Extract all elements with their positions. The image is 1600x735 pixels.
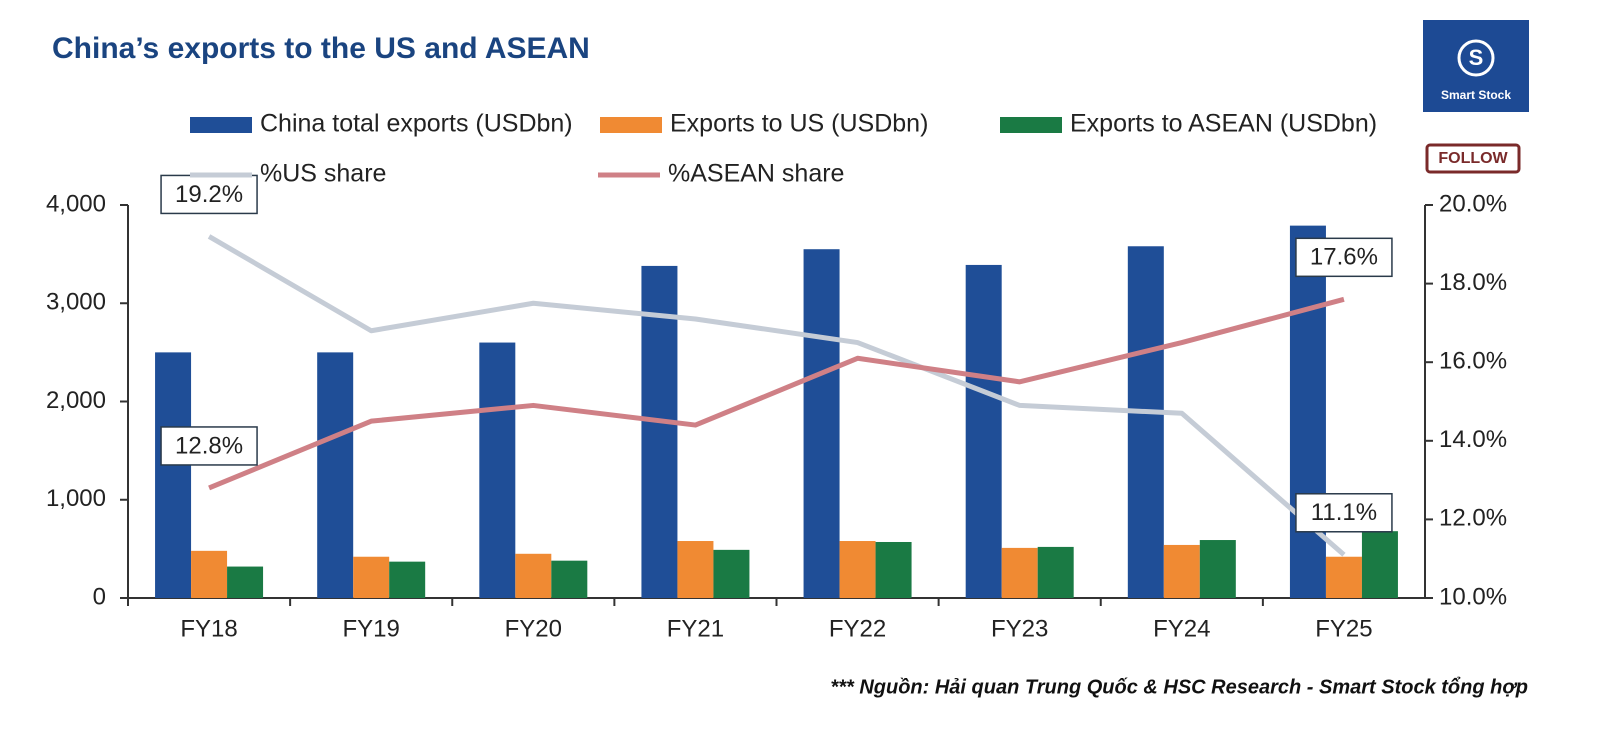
value-label: 19.2% bbox=[175, 181, 243, 208]
label-box bbox=[160, 174, 258, 215]
chart-title: China’s exports to the US and ASEAN bbox=[52, 32, 590, 65]
brand-name: Smart Stock bbox=[1441, 88, 1511, 102]
bar bbox=[551, 560, 588, 598]
y-tick-label: 0 bbox=[93, 583, 106, 610]
bar bbox=[713, 549, 750, 598]
x-tick-label: FY22 bbox=[829, 615, 886, 642]
label-box bbox=[1295, 237, 1393, 278]
bar bbox=[1199, 540, 1236, 598]
follow-label[interactable]: FOLLOW bbox=[1438, 150, 1508, 167]
value-label: 17.6% bbox=[1310, 244, 1378, 271]
follow-button[interactable]: FOLLOW bbox=[1425, 143, 1521, 174]
bar bbox=[1127, 246, 1164, 598]
label-box bbox=[1295, 493, 1393, 533]
follow-box[interactable] bbox=[1425, 143, 1521, 174]
bar bbox=[353, 556, 390, 598]
x-tick-label: FY25 bbox=[1315, 615, 1372, 642]
y2-tick-label: 12.0% bbox=[1439, 505, 1507, 532]
legend-swatch bbox=[600, 117, 662, 133]
bar bbox=[479, 342, 516, 598]
x-tick-label: FY20 bbox=[505, 615, 562, 642]
bar bbox=[641, 265, 678, 598]
x-tick-label: FY19 bbox=[343, 615, 400, 642]
bar bbox=[317, 352, 354, 598]
bar bbox=[875, 541, 912, 598]
legend-label: China total exports (USDbn) bbox=[260, 110, 573, 138]
y2-tick-label: 16.0% bbox=[1439, 348, 1507, 375]
bar bbox=[1325, 556, 1362, 598]
logo-box bbox=[1423, 20, 1529, 112]
logo-icon bbox=[1457, 39, 1495, 77]
line bbox=[208, 296, 1345, 491]
legend-label: %US share bbox=[260, 160, 386, 188]
y-tick-label: 2,000 bbox=[46, 387, 106, 414]
line bbox=[207, 234, 1346, 557]
bar bbox=[803, 249, 840, 598]
source-note: *** Nguồn: Hải quan Trung Quốc & HSC Res… bbox=[830, 676, 1528, 698]
label-box bbox=[160, 426, 258, 466]
bar bbox=[965, 264, 1002, 598]
bar bbox=[389, 561, 426, 598]
y2-tick-label: 10.0% bbox=[1439, 583, 1507, 610]
bar bbox=[1037, 546, 1074, 598]
bar bbox=[1289, 225, 1326, 598]
x-tick-label: FY23 bbox=[991, 615, 1048, 642]
bar bbox=[839, 541, 876, 598]
x-tick-label: FY21 bbox=[667, 615, 724, 642]
bar bbox=[515, 553, 552, 598]
brand-logo: S Smart Stock bbox=[1423, 20, 1529, 112]
value-label: 11.1% bbox=[1311, 499, 1377, 526]
legend-label: %ASEAN share bbox=[668, 160, 844, 188]
bar bbox=[227, 566, 264, 598]
x-tick-label: FY18 bbox=[180, 615, 237, 642]
y-tick-label: 4,000 bbox=[46, 190, 106, 217]
x-tick-label: FY24 bbox=[1153, 615, 1210, 642]
legend-swatch bbox=[1000, 117, 1062, 133]
y-tick-label: 1,000 bbox=[46, 485, 106, 512]
legend-swatch bbox=[190, 117, 252, 133]
logo-letter: S bbox=[1469, 45, 1484, 70]
bar bbox=[1001, 547, 1038, 598]
legend-label: Exports to ASEAN (USDbn) bbox=[1070, 110, 1377, 138]
bar bbox=[191, 550, 228, 598]
y2-tick-label: 20.0% bbox=[1439, 190, 1507, 217]
bar bbox=[1163, 544, 1200, 598]
value-label: 12.8% bbox=[175, 432, 243, 459]
bar bbox=[155, 352, 192, 598]
bar bbox=[677, 541, 714, 598]
bar bbox=[1361, 531, 1398, 598]
legend-label: Exports to US (USDbn) bbox=[670, 110, 928, 138]
y-tick-label: 3,000 bbox=[46, 289, 106, 316]
y2-tick-label: 14.0% bbox=[1439, 426, 1507, 453]
y2-tick-label: 18.0% bbox=[1439, 269, 1507, 296]
